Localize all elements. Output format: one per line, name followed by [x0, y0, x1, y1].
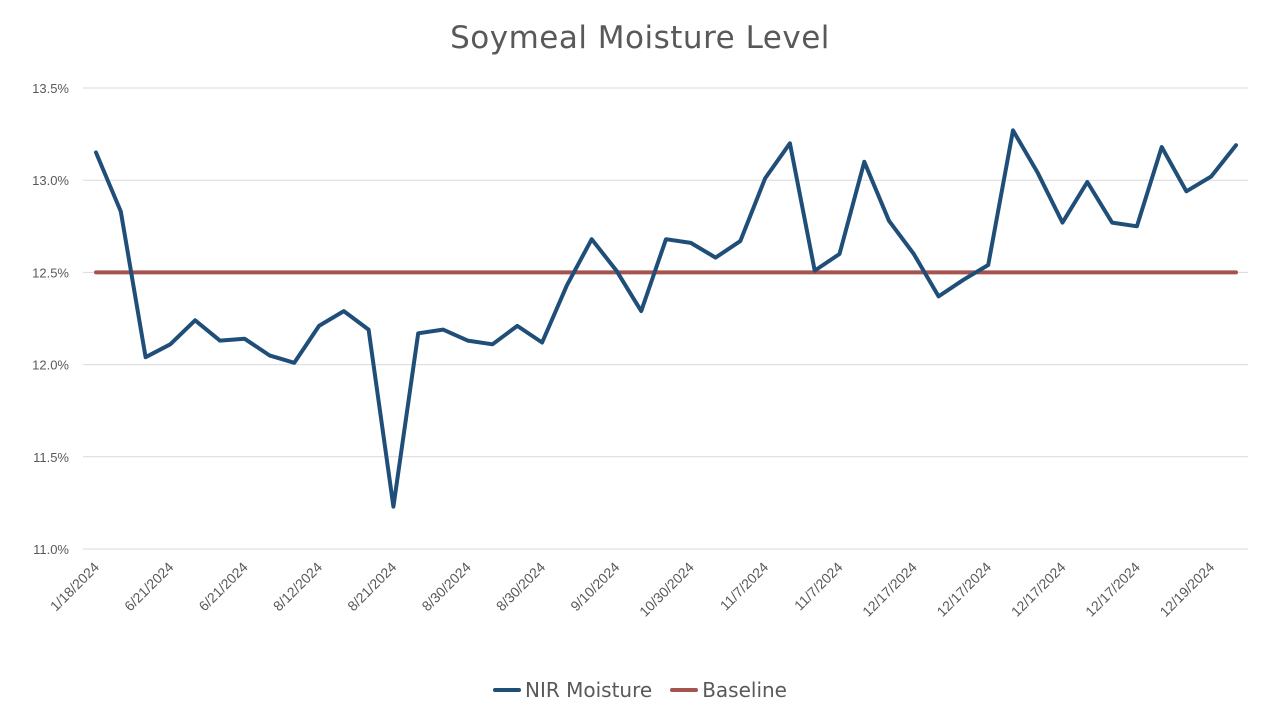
- x-tick-label: 10/30/2024: [636, 559, 697, 620]
- x-tick-label: 1/18/2024: [47, 559, 103, 615]
- x-tick-label: 11/7/2024: [717, 559, 772, 614]
- x-tick-label: 12/17/2024: [1082, 559, 1143, 620]
- x-tick-label: 8/30/2024: [493, 559, 549, 615]
- x-axis-tick-labels: 1/18/2024 6/21/2024 6/21/2024 8/12/2024 8/21…: [47, 559, 1218, 620]
- legend-label-baseline: Baseline: [702, 678, 787, 702]
- x-tick-label: 11/7/2024: [791, 559, 846, 614]
- x-tick-label: 9/10/2024: [567, 559, 623, 615]
- x-tick-label: 12/17/2024: [1008, 559, 1069, 620]
- legend-item-nir-moisture: NIR Moisture: [493, 678, 652, 702]
- x-tick-label: 6/21/2024: [195, 559, 251, 615]
- x-tick-label: 8/30/2024: [418, 559, 474, 615]
- y-tick-label: 13.0%: [32, 173, 69, 188]
- series-lines: [94, 128, 1238, 509]
- y-tick-label: 11.0%: [33, 542, 69, 557]
- y-tick-label: 12.5%: [32, 265, 69, 280]
- legend-swatch-baseline: [670, 688, 699, 692]
- x-tick-label: 12/17/2024: [859, 559, 920, 620]
- x-tick-label: 12/17/2024: [933, 559, 994, 620]
- legend-swatch-nir-moisture: [493, 688, 521, 692]
- x-tick-label: 8/21/2024: [344, 559, 400, 615]
- gridlines: [83, 87, 1248, 550]
- y-axis-tick-labels: 11.0% 11.5% 12.0% 12.5% 13.0% 13.5%: [32, 81, 69, 557]
- x-tick-label: 8/12/2024: [270, 559, 326, 615]
- y-tick-label: 12.0%: [32, 358, 69, 373]
- legend-label-nir-moisture: NIR Moisture: [525, 678, 653, 702]
- series-line-nir-moisture: [94, 128, 1238, 509]
- x-tick-label: 6/21/2024: [121, 559, 177, 615]
- legend-item-baseline: Baseline: [670, 678, 787, 702]
- y-tick-label: 11.5%: [33, 450, 69, 465]
- legend: NIR Moisture Baseline: [0, 678, 1280, 702]
- x-tick-label: 12/19/2024: [1156, 559, 1217, 620]
- chart-title: Soymeal Moisture Level: [450, 20, 830, 56]
- y-tick-label: 13.5%: [32, 81, 69, 96]
